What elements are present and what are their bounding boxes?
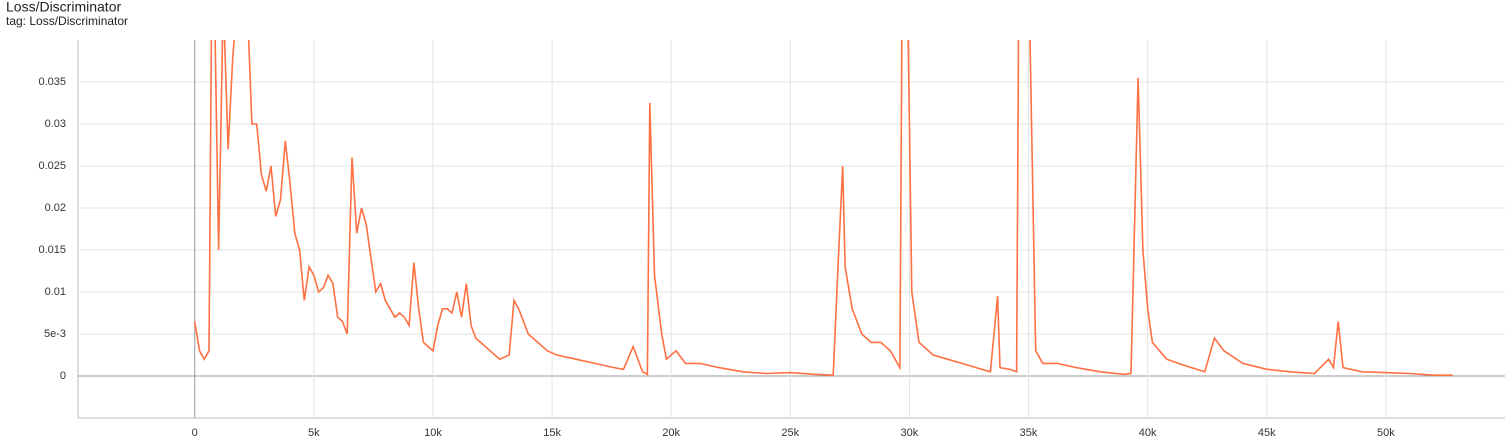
y-tick-label: 0 bbox=[60, 370, 66, 382]
y-tick-label: 0.025 bbox=[38, 160, 66, 172]
x-tick-label: 15k bbox=[543, 427, 561, 439]
x-tick-label: 5k bbox=[308, 427, 320, 439]
x-tick-label: 35k bbox=[1020, 427, 1038, 439]
chart-subtitle: tag: Loss/Discriminator bbox=[6, 14, 128, 28]
y-tick-label: 5e-3 bbox=[44, 328, 66, 340]
x-tick-label: 10k bbox=[424, 427, 442, 439]
y-tick-label: 0.015 bbox=[38, 244, 66, 256]
y-tick-label: 0.01 bbox=[45, 286, 66, 298]
x-tick-label: 45k bbox=[1258, 427, 1276, 439]
x-tick-label: 40k bbox=[1139, 427, 1157, 439]
y-tick-label: 0.02 bbox=[45, 202, 66, 214]
series-line bbox=[193, 40, 1453, 377]
y-tick-label: 0.035 bbox=[38, 76, 66, 88]
x-tick-label: 20k bbox=[662, 427, 680, 439]
x-tick-label: 30k bbox=[901, 427, 919, 439]
x-tick-label: 0 bbox=[192, 427, 198, 439]
y-tick-label: 0.03 bbox=[45, 118, 66, 130]
chart-title: Loss/Discriminator bbox=[6, 0, 121, 15]
x-tick-label: 25k bbox=[781, 427, 799, 439]
x-tick-label: 50k bbox=[1377, 427, 1395, 439]
